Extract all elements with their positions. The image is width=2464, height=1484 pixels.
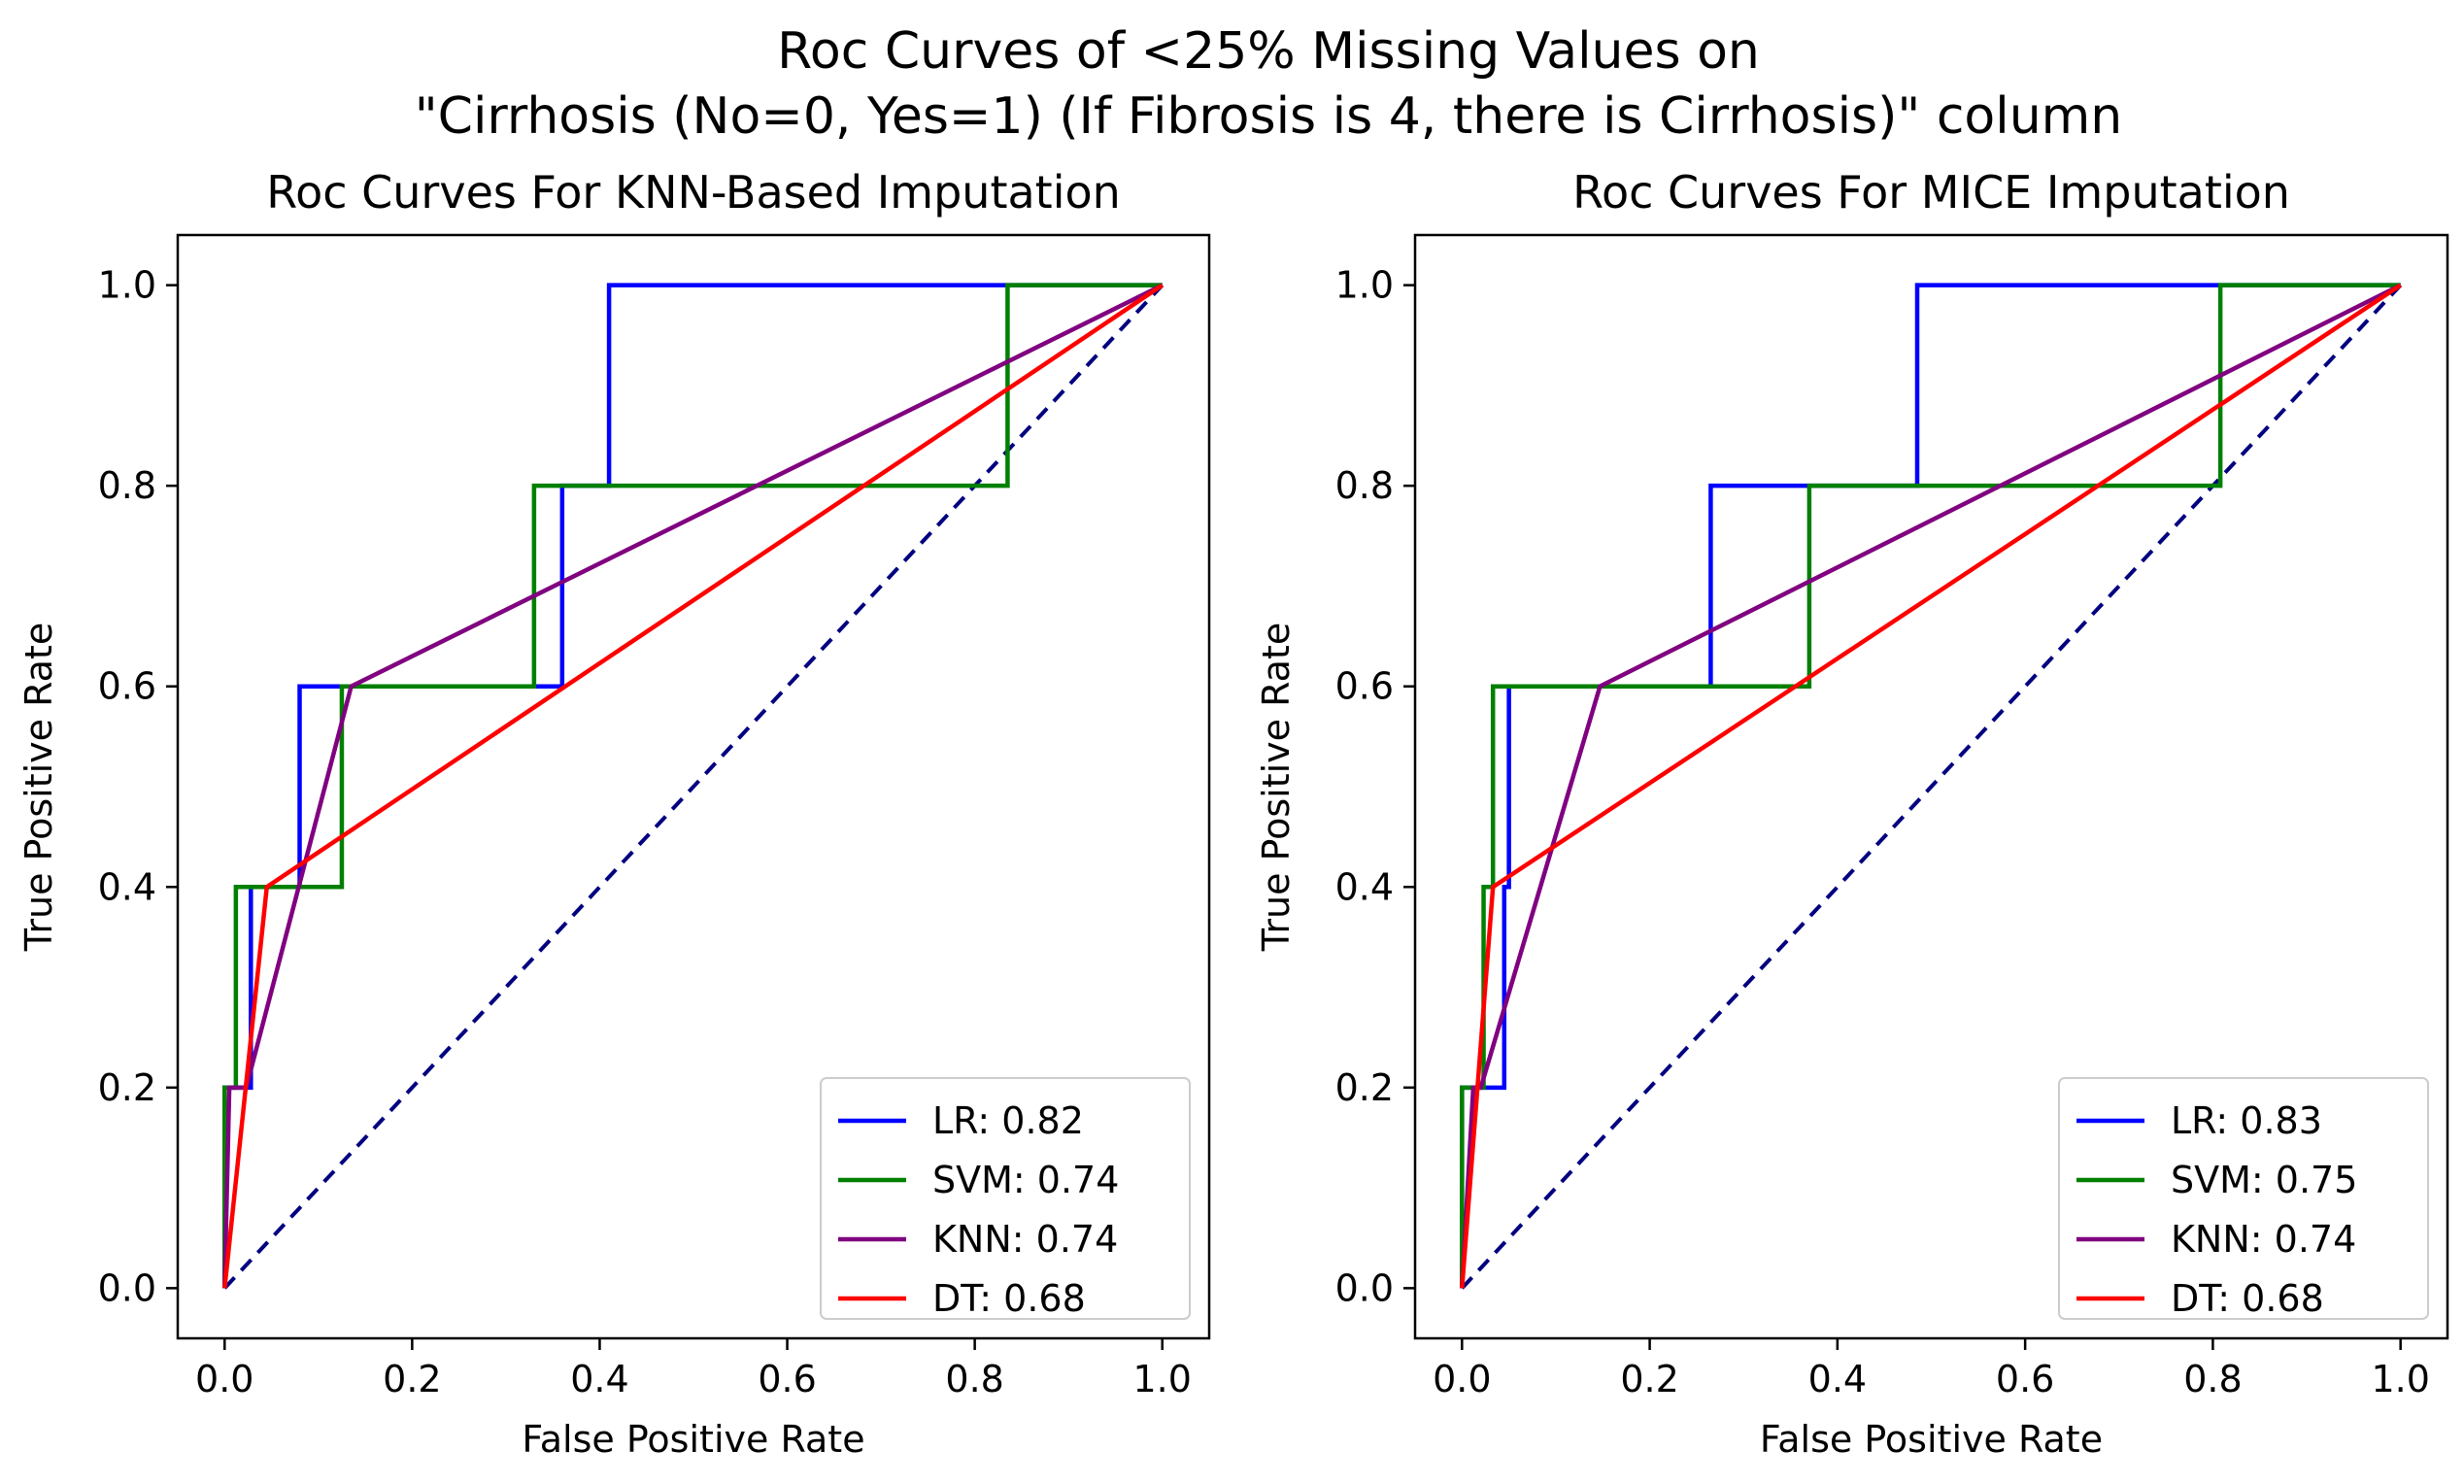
- y-tick-label: 1.0: [1335, 264, 1394, 307]
- roc-panel-knn-imputation: Roc Curves For KNN-Based Imputation 0.0 0.…: [17, 166, 1211, 1461]
- x-tick-label: 0.0: [1433, 1358, 1491, 1400]
- chance-diagonal-line: [1460, 284, 2403, 1290]
- x-tick-label: 0.2: [383, 1358, 441, 1400]
- subplot-title: Roc Curves For KNN-Based Imputation: [266, 166, 1121, 219]
- legend-label-knn: KNN: 0.74: [2171, 1218, 2356, 1261]
- x-tick-label: 1.0: [2371, 1358, 2429, 1400]
- y-tick-label: 0.2: [1335, 1066, 1394, 1109]
- x-tick-label: 0.4: [570, 1358, 628, 1400]
- series-line-dt: [1460, 283, 2402, 1289]
- legend-label-svm: SVM: 0.74: [932, 1159, 1119, 1201]
- x-axis-label: False Positive Rate: [1760, 1418, 2103, 1461]
- y-tick-label: 0.0: [98, 1266, 156, 1309]
- legend-label-lr: LR: 0.82: [932, 1099, 1084, 1142]
- legend-label-knn: KNN: 0.74: [932, 1218, 1118, 1261]
- y-tick-label: 0.0: [1335, 1266, 1394, 1309]
- y-tick-label: 0.4: [1335, 865, 1394, 908]
- x-axis-label: False Positive Rate: [522, 1418, 864, 1461]
- y-tick-label: 0.8: [98, 464, 156, 507]
- x-tick-label: 1.0: [1133, 1358, 1192, 1400]
- subplot-title: Roc Curves For MICE Imputation: [1572, 166, 2290, 219]
- legend: LR: 0.83 SVM: 0.75 KNN: 0.74 DT: 0.68: [2058, 1077, 2429, 1320]
- legend: LR: 0.82 SVM: 0.74 KNN: 0.74 DT: 0.68: [820, 1077, 1191, 1320]
- x-tick-label: 0.4: [1808, 1358, 1867, 1400]
- axes-frame: [1413, 233, 2449, 1340]
- roc-panel-mice-imputation: Roc Curves For MICE Imputation 0.0 0.2 0.4 0…: [1255, 166, 2449, 1461]
- legend-label-dt: DT: 0.68: [932, 1277, 1086, 1320]
- series-line-dt: [222, 283, 1164, 1289]
- legend-label-dt: DT: 0.68: [2171, 1277, 2324, 1320]
- y-tick-label: 0.2: [98, 1066, 156, 1109]
- y-axis-label: True Positive Rate: [1255, 623, 1298, 953]
- x-tick-label: 0.6: [758, 1358, 816, 1400]
- y-tick-label: 0.6: [1335, 665, 1394, 708]
- legend-box: [2058, 1077, 2429, 1320]
- x-tick-label: 0.8: [945, 1358, 1003, 1400]
- x-tick-label: 0.0: [195, 1358, 253, 1400]
- y-axis-label: True Positive Rate: [17, 623, 60, 953]
- x-tick-label: 0.2: [1620, 1358, 1678, 1400]
- series-line-knn: [1460, 283, 2402, 1289]
- legend-box: [820, 1077, 1191, 1320]
- y-tick-label: 0.4: [98, 865, 156, 908]
- y-tick-label: 0.6: [98, 665, 156, 708]
- x-tick-label: 0.6: [1996, 1358, 2054, 1400]
- x-tick-label: 0.8: [2183, 1358, 2242, 1400]
- legend-label-svm: SVM: 0.75: [2171, 1159, 2357, 1201]
- figure-title-line2: "Cirrhosis (No=0, Yes=1) (If Fibrosis is…: [415, 87, 2123, 146]
- axes-frame: [176, 233, 1211, 1340]
- figure-title-line1: Roc Curves of <25% Missing Values on: [777, 22, 1760, 81]
- y-tick-label: 1.0: [98, 264, 156, 307]
- legend-label-lr: LR: 0.83: [2171, 1099, 2322, 1142]
- y-tick-label: 0.8: [1335, 464, 1394, 507]
